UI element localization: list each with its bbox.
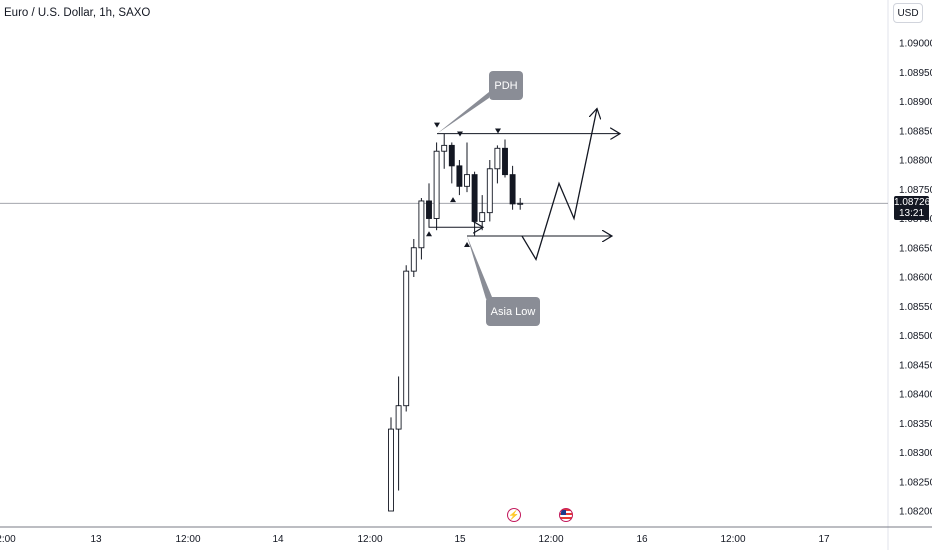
- candle-body: [509, 174, 516, 205]
- y-tick-label: 1.08500: [899, 331, 932, 342]
- x-tick-label: 12:00: [357, 534, 382, 545]
- candle-body: [502, 147, 508, 176]
- candle-body: [418, 200, 425, 249]
- candle-body: [441, 144, 448, 152]
- candle-body: [388, 428, 394, 512]
- x-tick-label: 12:00: [720, 534, 745, 545]
- y-tick-label: 1.08900: [899, 97, 932, 108]
- projected-path-arrow: [521, 109, 597, 262]
- y-tick-label: 1.08800: [899, 156, 932, 167]
- y-tick-label: 1.08400: [899, 390, 932, 401]
- flash-icon[interactable]: ⚡: [507, 508, 521, 522]
- x-tick-label: 12:00: [175, 534, 200, 545]
- last-price-value: 1.08726: [894, 197, 931, 208]
- pdh-callout-pointer: [437, 92, 489, 134]
- x-tick-label: 16: [636, 534, 648, 545]
- pivot-low-marker: [464, 242, 470, 248]
- candle-body: [494, 147, 501, 170]
- y-tick-label: 1.08600: [899, 273, 932, 284]
- pivot-high-marker: [434, 122, 440, 128]
- x-tick-label: 12:00: [538, 534, 563, 545]
- pivot-low-marker: [426, 231, 432, 237]
- pivot-low-marker: [450, 197, 456, 203]
- candle-body: [479, 212, 486, 222]
- last-price-tag: 1.08726 13:21: [894, 196, 931, 220]
- y-tick-label: 1.08300: [899, 448, 932, 459]
- y-tick-label: 1.08550: [899, 302, 932, 313]
- candle-body: [395, 405, 402, 430]
- us-flag-icon[interactable]: [559, 508, 573, 522]
- candle-body: [517, 202, 524, 205]
- y-tick-label: 1.08650: [899, 243, 932, 254]
- bar-countdown: 13:21: [898, 208, 925, 219]
- candle-body: [426, 200, 432, 219]
- y-tick-label: 1.08250: [899, 477, 932, 488]
- x-tick-label: 14: [272, 534, 284, 545]
- currency-button[interactable]: USD: [893, 3, 923, 23]
- pdh-callout[interactable]: PDH: [489, 71, 523, 100]
- y-tick-label: 1.09000: [899, 39, 932, 50]
- asia-low-callout[interactable]: Asia Low: [486, 297, 540, 326]
- asia-low-callout-pointer: [467, 236, 492, 299]
- x-tick-label: 17: [818, 534, 830, 545]
- y-tick-label: 1.08200: [899, 507, 932, 518]
- x-tick-label: 2:00: [0, 534, 16, 545]
- candle-body: [471, 174, 478, 222]
- y-tick-label: 1.08950: [899, 68, 932, 79]
- pivot-high-marker: [457, 131, 463, 137]
- candle-body: [456, 165, 463, 187]
- y-tick-label: 1.08850: [899, 126, 932, 137]
- symbol-title: Euro / U.S. Dollar, 1h, SAXO: [4, 7, 151, 19]
- candle-body: [486, 168, 493, 214]
- pivot-high-marker: [495, 128, 501, 134]
- y-tick-label: 1.08350: [899, 419, 932, 430]
- candle-body: [410, 247, 417, 272]
- candle-body: [403, 270, 410, 407]
- candle-body: [464, 174, 470, 187]
- candle-body: [448, 144, 455, 167]
- x-tick-label: 13: [90, 534, 102, 545]
- y-tick-label: 1.08750: [899, 185, 932, 196]
- candle-body: [433, 150, 440, 219]
- x-tick-label: 15: [454, 534, 466, 545]
- y-tick-label: 1.08450: [899, 360, 932, 371]
